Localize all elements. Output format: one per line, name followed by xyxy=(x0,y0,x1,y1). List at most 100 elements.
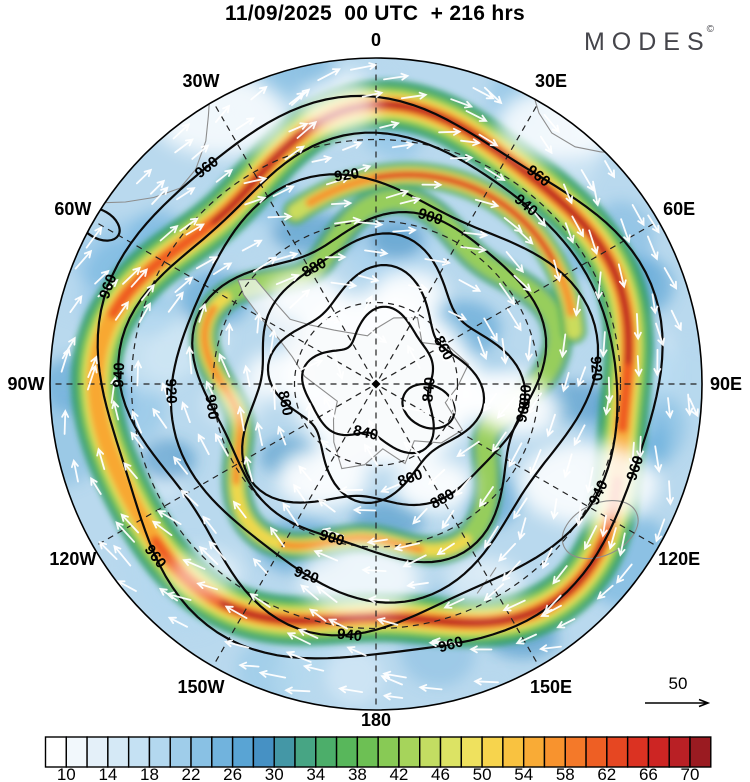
wind-reference: 50 xyxy=(642,674,714,714)
colorbar-tick-label: 30 xyxy=(265,765,284,782)
map-content: 8408408608608608808808809009009009009209… xyxy=(50,58,702,710)
longitude-label-30W: 30W xyxy=(182,71,219,91)
colorbar-cell xyxy=(335,736,359,768)
colorbar-tick-label: 34 xyxy=(306,765,325,782)
colorbar-cell xyxy=(606,736,629,768)
colorbar-cell xyxy=(522,736,546,768)
longitude-label-120W: 120W xyxy=(49,549,96,569)
colorbar-cell xyxy=(65,736,88,768)
wind-scale-arrow-icon xyxy=(645,698,711,708)
colorbar-cell xyxy=(481,736,504,768)
colorbar-cell xyxy=(668,736,691,768)
contour-label-900: 900 xyxy=(416,205,445,229)
contour-label-840: 840 xyxy=(352,422,380,444)
colorbar-cell xyxy=(419,736,442,768)
colorbar-cell xyxy=(44,736,67,768)
contour-label-960: 960 xyxy=(623,454,647,483)
colorbar: 10 14 18 22 26 30 34 38 42 46 50 54 58 62 66 70 xyxy=(44,736,712,782)
height-contour-860 xyxy=(266,264,486,504)
longitude-label-90W: 90W xyxy=(7,374,44,394)
colorbar-cell xyxy=(86,736,109,768)
colorbar-cell xyxy=(211,736,234,768)
copyright-mark: © xyxy=(706,23,714,35)
contour-label-900: 900 xyxy=(201,393,221,420)
colorbar-cell xyxy=(502,736,525,768)
contour-label-940: 940 xyxy=(336,626,363,646)
polar-stereographic-map: 8408408608608608808808809009009009009209… xyxy=(7,30,742,730)
longitude-label-90E: 90E xyxy=(710,374,742,394)
longitude-label-120E: 120E xyxy=(658,549,700,569)
colorbar-tick-label: 42 xyxy=(389,765,408,782)
colorbar-cell xyxy=(148,736,171,768)
colorbar-cell xyxy=(169,736,192,768)
africa-coast xyxy=(531,90,616,154)
colorbar-tick-label: 14 xyxy=(98,765,117,782)
colorbar-tick-label: 62 xyxy=(597,765,616,782)
contour-label-940: 940 xyxy=(110,362,128,388)
longitude-label-180: 180 xyxy=(361,710,391,730)
longitude-labels: 0 30E 60E 90E 120E 150E 180 150W 120W 90W 60W 30W xyxy=(7,30,742,730)
colorbar-tick-label: 10 xyxy=(57,765,76,782)
contour-label-900: 900 xyxy=(317,526,346,549)
height-contour-960 xyxy=(96,94,664,660)
height-contour-880 xyxy=(241,232,527,507)
colorbar-ticks: 10 14 18 22 26 30 34 38 42 46 50 54 58 62 66 70 xyxy=(57,765,700,782)
colorbar-cell xyxy=(377,736,400,768)
colorbar-cell xyxy=(315,736,338,768)
colorbar-tick-label: 70 xyxy=(681,765,700,782)
height-contour-920 xyxy=(169,173,600,604)
colorbar-tick-label: 58 xyxy=(556,765,575,782)
colorbar-cell xyxy=(273,736,296,768)
south-america-coast xyxy=(97,95,211,204)
height-contours xyxy=(77,94,664,660)
colorbar-cell xyxy=(439,736,463,768)
longitude-label-0: 0 xyxy=(371,30,381,50)
colorbar-tick-label: 22 xyxy=(182,765,201,782)
longitude-label-60E: 60E xyxy=(663,199,695,219)
height-contour-940 xyxy=(117,131,619,637)
contour-label-840: 840 xyxy=(419,376,439,403)
contour-label-880: 880 xyxy=(516,384,535,410)
colorbar-cell xyxy=(356,736,379,768)
modes-logo: MODES© xyxy=(583,24,718,57)
colorbar-cell xyxy=(231,736,255,768)
longitude-label-150W: 150W xyxy=(177,677,224,697)
colorbar-tick-label: 46 xyxy=(431,765,450,782)
colorbar-cell xyxy=(127,736,151,768)
colorbar-tick-label: 18 xyxy=(140,765,159,782)
longitude-label-150E: 150E xyxy=(530,677,572,697)
colorbar-cells xyxy=(44,736,712,768)
colorbar-tick-label: 66 xyxy=(639,765,658,782)
contour-label-960: 960 xyxy=(436,633,465,656)
contour-label-920: 920 xyxy=(162,378,180,404)
colorbar-tick-label: 54 xyxy=(514,765,533,782)
colorbar-cell xyxy=(252,736,275,768)
colorbar-cell xyxy=(398,736,421,768)
colorbar-cell xyxy=(626,736,650,768)
contour-label-920: 920 xyxy=(587,356,606,382)
colorbar-tick-label: 38 xyxy=(348,765,367,782)
closed-low-contour xyxy=(401,383,456,430)
colorbar-cell xyxy=(107,736,130,768)
wind-reference-value: 50 xyxy=(668,674,688,693)
contour-label-920: 920 xyxy=(333,165,360,185)
colorbar-cell xyxy=(190,736,213,768)
colorbar-cell xyxy=(543,736,566,768)
modes-logo-text: MODES xyxy=(583,28,711,56)
wind-arrows xyxy=(60,62,699,701)
longitude-label-60W: 60W xyxy=(54,199,91,219)
page-title: 11/09/2025 00 UTC + 216 hrs xyxy=(225,2,525,25)
height-contour-900 xyxy=(191,210,548,564)
colorbar-cell xyxy=(647,736,670,768)
colorbar-cell xyxy=(585,736,608,768)
contour-label-900: 900 xyxy=(513,396,534,424)
colorbar-cell xyxy=(689,736,712,768)
colorbar-cell xyxy=(460,736,483,768)
contour-label-860: 860 xyxy=(274,389,296,417)
longitude-label-30E: 30E xyxy=(535,71,567,91)
colorbar-cell xyxy=(294,736,317,768)
colorbar-cell xyxy=(564,736,587,768)
colorbar-tick-label: 50 xyxy=(473,765,492,782)
colorbar-tick-label: 26 xyxy=(223,765,242,782)
